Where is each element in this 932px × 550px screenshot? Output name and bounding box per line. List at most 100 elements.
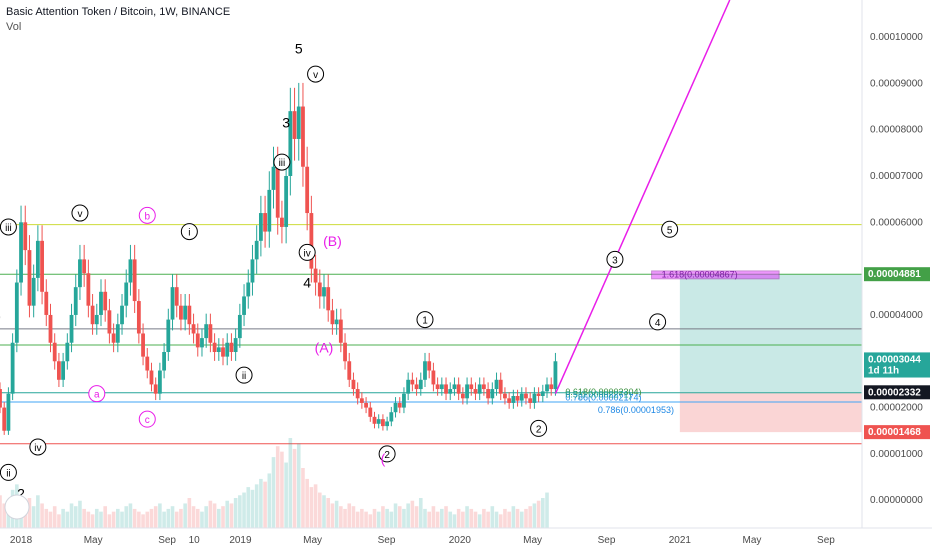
volume-bar [0, 495, 2, 528]
volume-bar [482, 508, 486, 528]
candle-body [553, 361, 558, 390]
candle-body [288, 111, 293, 176]
candle-body [23, 222, 28, 251]
volume-bar [2, 503, 7, 528]
volume-bar [355, 511, 360, 528]
volume-bar [301, 468, 305, 528]
candle-body [385, 421, 390, 427]
volume-bar [99, 511, 103, 528]
candle-body [107, 310, 112, 334]
candle-body [200, 338, 204, 348]
volume-bar [263, 481, 267, 528]
volume-bar [519, 511, 524, 528]
volume-bar [86, 511, 91, 528]
volume-bar [200, 511, 204, 528]
volume-bar [48, 511, 53, 528]
candle-body [477, 384, 482, 394]
candle-body [94, 314, 99, 325]
candle-body [124, 282, 129, 306]
candle-body [208, 324, 213, 343]
candle-body [19, 222, 23, 283]
volume-bar [498, 514, 503, 528]
candle-body [44, 291, 49, 315]
y-tick-label: 0.00004000 [870, 310, 923, 321]
volume-bar [309, 487, 314, 528]
x-tick-label: 10 [189, 535, 201, 546]
candle-body [183, 305, 188, 320]
volume-bar [69, 503, 74, 528]
volume-bar [44, 508, 49, 528]
price-label-bg [864, 363, 930, 378]
candle-body [132, 259, 137, 302]
wave-label-circle [661, 220, 679, 238]
volume-bar [389, 511, 394, 528]
y-tick-label: 0.00001000 [870, 449, 923, 460]
wave-label-circle [138, 206, 156, 224]
candle-body [406, 379, 411, 394]
volume-bar [368, 514, 373, 528]
candle-body [301, 106, 305, 167]
volume-bar [271, 457, 276, 528]
wave-label: 2 [384, 450, 390, 461]
candle-body [233, 338, 238, 352]
wave-label: 4 [655, 318, 661, 329]
candle-body [187, 305, 192, 325]
volume-bar [259, 478, 263, 528]
candle-body [469, 384, 474, 390]
wave-label-circle [416, 311, 434, 329]
candle-body [368, 407, 373, 417]
wave-label-circle [530, 419, 548, 437]
candle-body [174, 287, 179, 306]
wave-label: i [188, 228, 190, 239]
volume-bar [545, 492, 549, 528]
volume-bar [137, 511, 141, 528]
volume-bar [195, 508, 200, 528]
candle-body [61, 361, 66, 380]
candle-body [40, 240, 44, 292]
price-label: 0.00003044 [868, 354, 921, 365]
volume-bar [385, 508, 389, 528]
price-label: 0.00002332 [868, 387, 921, 398]
candle-body [221, 347, 225, 357]
volume-bar [90, 514, 95, 528]
wave-label: 3 [282, 115, 290, 131]
volume-bar [166, 508, 171, 528]
volume-bar [120, 511, 124, 528]
candle-body [494, 379, 499, 390]
volume-bar [36, 495, 40, 528]
volume-bar [111, 511, 116, 528]
volume-bar [515, 508, 520, 528]
volume-bar [280, 451, 284, 528]
wave-label: ( [381, 451, 386, 467]
candle-body [242, 296, 246, 315]
price-label-bg [864, 267, 930, 282]
candle-body [532, 393, 537, 403]
volume-bar [225, 500, 230, 528]
candle-body [402, 393, 406, 408]
volume-bar [107, 514, 112, 528]
candle-body [486, 389, 491, 399]
volume-bar [364, 511, 368, 528]
candle-body [157, 370, 162, 394]
candle-body [136, 301, 141, 334]
volume-bar [254, 484, 259, 528]
candle-body [322, 287, 326, 297]
wave-label: 2 [17, 485, 25, 501]
candle-body [48, 314, 53, 343]
candle-body [292, 111, 297, 139]
wave-label: 5 [295, 41, 303, 57]
price-label: 1d 11h [868, 366, 899, 377]
volume-bar [149, 508, 154, 528]
wave-label: 4 [303, 275, 311, 291]
volume-bar [31, 506, 36, 528]
volume-bar [191, 506, 196, 528]
candle-body [418, 379, 423, 390]
x-tick-label: Sep [598, 535, 616, 546]
fib-label: 0.5(0.00002271) [565, 390, 631, 400]
volume-bar [456, 508, 461, 528]
candle-body [351, 379, 356, 390]
wave-label-circle [235, 366, 253, 384]
volume-bar [393, 503, 398, 528]
